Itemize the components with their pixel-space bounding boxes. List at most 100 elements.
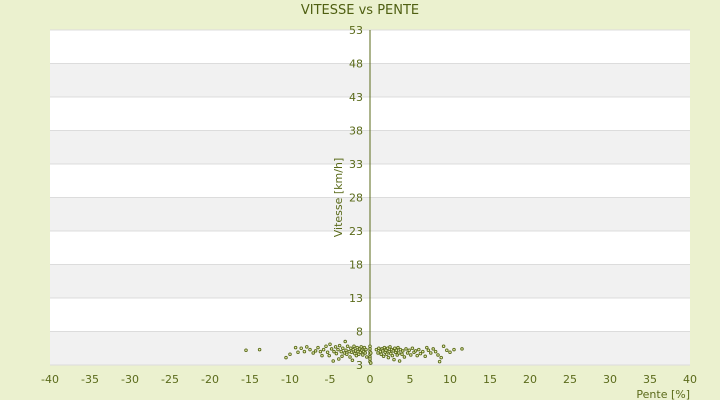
data-point (394, 348, 399, 353)
x-tick-label: 30 (603, 373, 617, 386)
data-point (345, 344, 350, 348)
data-point (350, 358, 355, 363)
data-point (368, 347, 372, 351)
x-tick-label: -30 (121, 373, 139, 386)
data-point (313, 349, 318, 353)
data-point (318, 349, 323, 354)
data-point (421, 349, 425, 354)
data-point (369, 361, 373, 365)
data-point (364, 347, 368, 352)
x-tick-label: 10 (443, 373, 457, 386)
data-point (400, 352, 404, 357)
data-point (325, 350, 330, 355)
data-point (340, 354, 344, 359)
data-point (308, 347, 312, 352)
data-point (382, 345, 387, 350)
data-point (407, 348, 411, 353)
x-tick-label: -5 (325, 373, 336, 386)
y-tick-label: 13 (349, 292, 363, 305)
data-point (363, 351, 367, 355)
data-point (296, 350, 300, 355)
data-point (320, 353, 324, 358)
data-point (365, 355, 369, 359)
data-point (337, 343, 342, 348)
data-point (284, 355, 288, 360)
x-tick-label: -15 (241, 373, 259, 386)
data-point (377, 346, 381, 351)
y-tick-label: 48 (349, 58, 363, 71)
data-point (344, 348, 348, 353)
data-point (426, 348, 431, 353)
data-point (324, 344, 328, 348)
data-point (311, 351, 315, 355)
data-point (288, 352, 292, 357)
x-tick-label: -35 (81, 373, 99, 386)
data-point (392, 357, 396, 362)
x-tick-label: 25 (563, 373, 577, 386)
x-tick-label: 0 (367, 373, 374, 386)
data-point (415, 353, 419, 358)
data-point (402, 355, 407, 359)
y-tick-label: 43 (349, 91, 363, 104)
data-point (293, 345, 298, 350)
data-point (386, 355, 391, 360)
data-point (368, 344, 372, 348)
y-tick-label: 33 (349, 158, 363, 171)
data-point (368, 357, 372, 361)
data-point (352, 344, 356, 348)
chart-title: VITESSE vs PENTE (301, 3, 419, 18)
data-point (379, 352, 383, 357)
y-tick-label: 53 (349, 24, 363, 37)
data-point (321, 347, 326, 352)
data-point (381, 354, 386, 359)
data-point (334, 351, 339, 356)
data-point (337, 357, 341, 361)
data-point (302, 349, 307, 354)
data-point (339, 349, 343, 354)
data-point (410, 346, 415, 351)
x-tick-label: -40 (41, 373, 59, 386)
data-point (436, 353, 440, 357)
x-tick-label: -10 (281, 373, 299, 386)
x-tick-label: 20 (523, 373, 537, 386)
data-point (385, 352, 389, 357)
data-point (305, 345, 309, 349)
data-point (418, 351, 423, 356)
data-point (299, 346, 303, 351)
data-point (331, 359, 335, 363)
data-point (257, 347, 262, 352)
data-point (332, 349, 336, 354)
x-tick-label: 5 (407, 373, 414, 386)
y-axis-label: Vitesse [km/h] (332, 158, 345, 238)
data-point (329, 347, 334, 351)
data-point (425, 345, 429, 350)
y-tick-label: 23 (349, 225, 363, 238)
data-point (448, 350, 452, 355)
data-point (404, 347, 408, 351)
data-point (397, 359, 402, 363)
data-point (359, 345, 363, 349)
data-point (452, 347, 456, 352)
x-tick-label: 40 (683, 373, 697, 386)
data-point (333, 345, 338, 349)
data-point (397, 351, 401, 355)
x-axis-label: Pente [%] (636, 388, 690, 400)
x-tick-label: 35 (643, 373, 657, 386)
data-point (401, 349, 405, 353)
y-tick-label: 28 (349, 192, 363, 205)
data-point (460, 347, 464, 351)
data-point (409, 353, 413, 357)
data-point (361, 353, 365, 357)
data-point (345, 352, 349, 357)
data-point (388, 345, 392, 349)
data-point (423, 354, 427, 359)
x-tick-label: -20 (201, 373, 219, 386)
data-point (445, 348, 449, 353)
data-point (369, 351, 373, 355)
data-point (244, 348, 248, 353)
y-tick-label: 18 (349, 259, 363, 272)
data-point (343, 339, 347, 344)
data-point (390, 353, 395, 358)
